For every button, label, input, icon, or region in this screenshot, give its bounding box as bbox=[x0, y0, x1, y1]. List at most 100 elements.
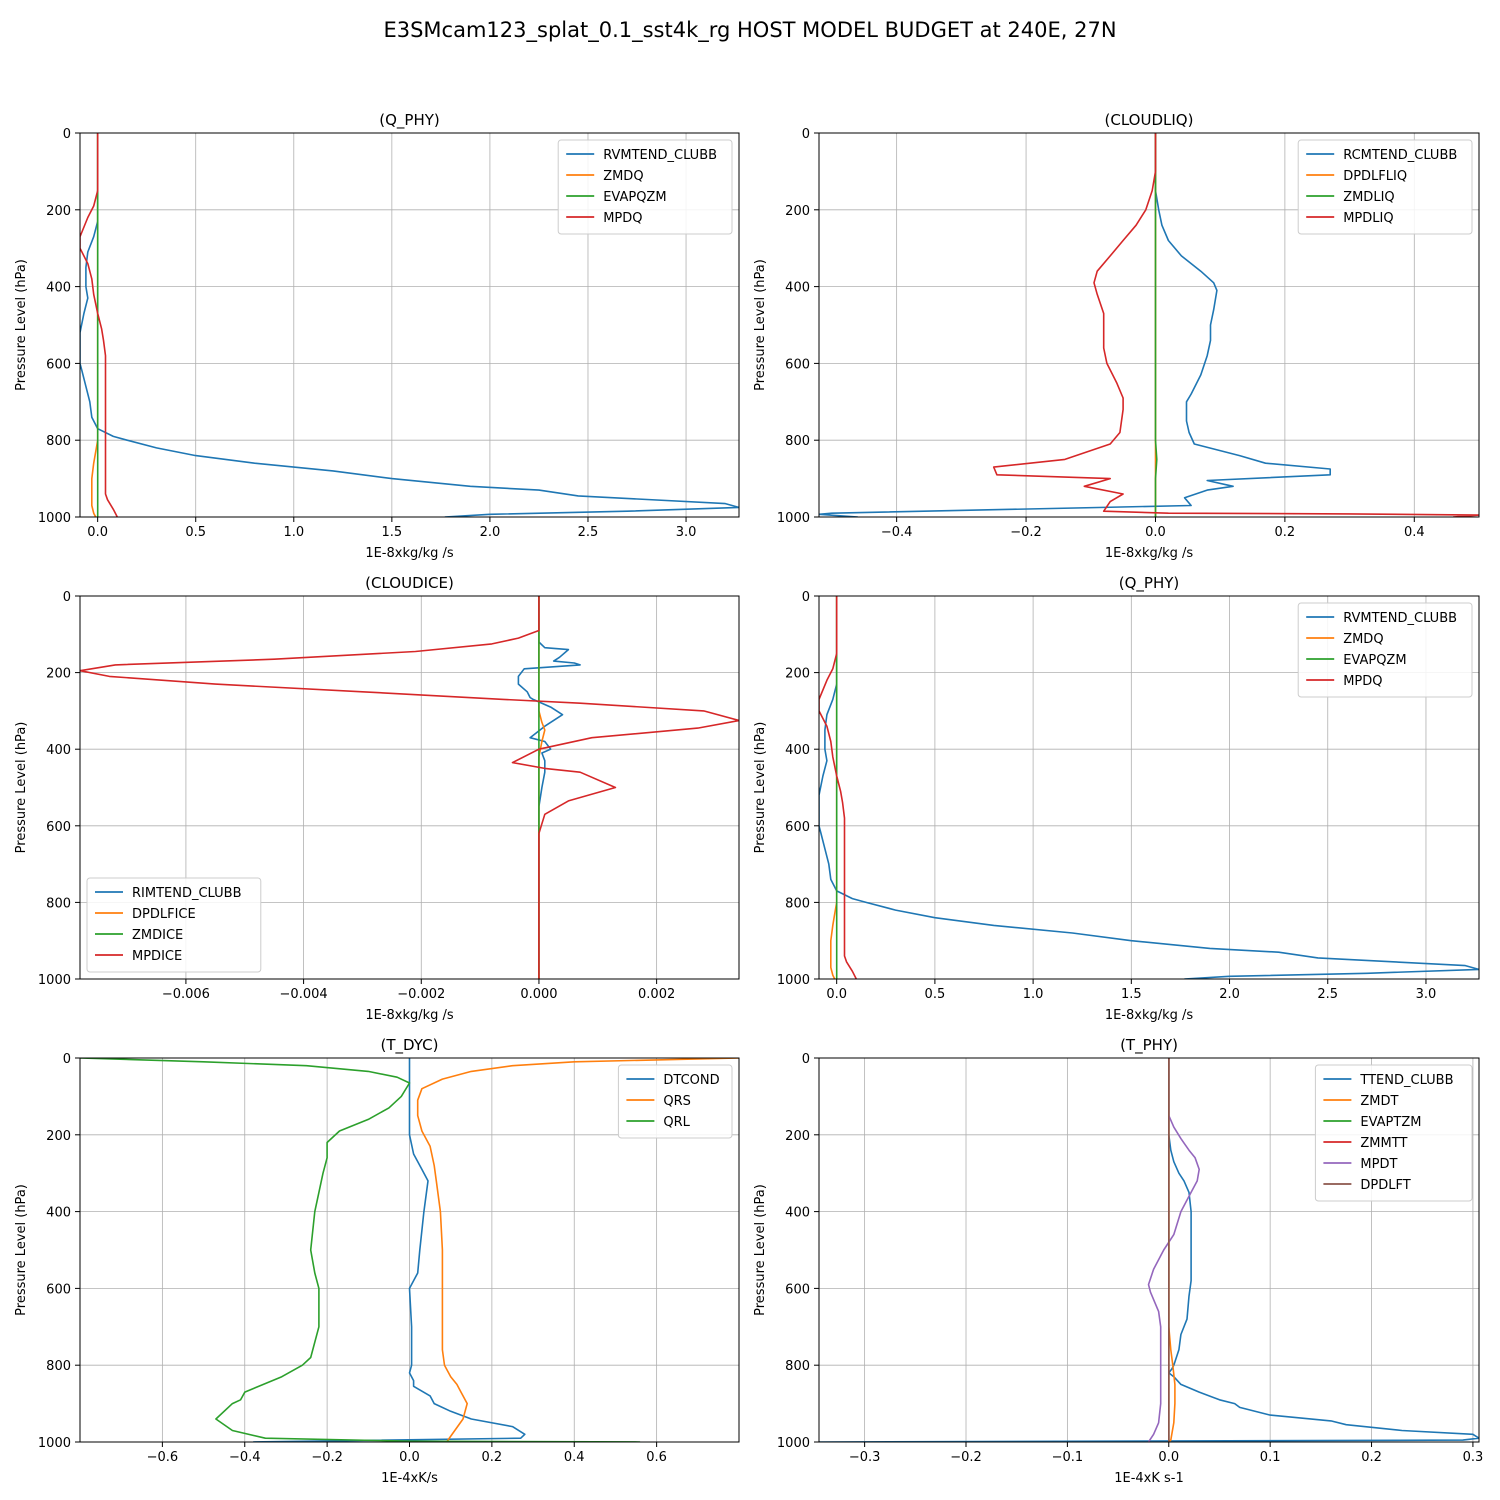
y-tick-label: 600 bbox=[785, 1282, 810, 1297]
series-line-rimtend-clubb bbox=[517, 596, 581, 979]
subplot-1: 0.0 0.5 1.0 1.5 2.0 2.5 3.0 0 200 400 600 800 1000 (Q… bbox=[14, 111, 740, 561]
x-axis-label: 1E-4xK/s bbox=[381, 1471, 438, 1486]
legend-label: DPDLFICE bbox=[132, 907, 196, 922]
y-tick-label: 1000 bbox=[777, 1436, 810, 1451]
series-line-mpdq bbox=[819, 596, 858, 979]
legend-box bbox=[557, 139, 733, 235]
y-tick-label: 1000 bbox=[38, 1436, 71, 1451]
y-tick-label: 800 bbox=[46, 896, 71, 911]
x-tick-label: 1.5 bbox=[382, 525, 403, 540]
x-axis-label: 1E-8xkg/kg /s bbox=[365, 1008, 454, 1023]
x-tick-label: 0.0 bbox=[1158, 1450, 1179, 1465]
legend-label: ZMMTT bbox=[1360, 1136, 1407, 1151]
y-tick-label: 200 bbox=[46, 204, 71, 219]
y-tick-label: 0 bbox=[802, 590, 810, 605]
legend-box bbox=[1297, 602, 1473, 698]
x-tick-label: 0.4 bbox=[1404, 525, 1425, 540]
y-axis-label: Pressure Level (hPa) bbox=[753, 1184, 768, 1316]
y-axis-label: Pressure Level (hPa) bbox=[14, 259, 29, 391]
y-tick-label: 200 bbox=[46, 667, 71, 682]
legend-label: ZMDLIQ bbox=[1343, 190, 1394, 205]
subplot-title: (T_PHY) bbox=[1120, 1036, 1178, 1055]
legend-label: RIMTEND_CLUBB bbox=[132, 886, 242, 901]
y-tick-label: 0 bbox=[63, 590, 71, 605]
series-lines bbox=[80, 596, 739, 979]
legend-label: MPDQ bbox=[1343, 674, 1382, 689]
y-axis-label: Pressure Level (hPa) bbox=[753, 722, 768, 854]
y-tick-label: 800 bbox=[46, 434, 71, 449]
legend-label: EVAPQZM bbox=[603, 190, 666, 205]
legend-label: ZMDT bbox=[1360, 1094, 1398, 1109]
x-tick-label: −0.004 bbox=[280, 987, 328, 1002]
y-tick-label: 0 bbox=[802, 127, 810, 142]
x-tick-label: −0.2 bbox=[950, 1450, 982, 1465]
y-tick-label: 1000 bbox=[38, 511, 71, 526]
axes-frame bbox=[818, 1057, 1480, 1443]
legend-label: ZMDICE bbox=[132, 928, 183, 943]
y-axis-label: Pressure Level (hPa) bbox=[14, 1184, 29, 1316]
y-tick-label: 600 bbox=[785, 820, 810, 835]
legend: RCMTEND_CLUBB DPDLFLIQ ZMDLIQ MPDLIQ bbox=[1297, 139, 1473, 235]
x-tick-label: 2.0 bbox=[480, 525, 501, 540]
x-tick-label: 0.0 bbox=[399, 1450, 420, 1465]
legend: TTEND_CLUBB ZMDT EVAPTZM ZMMTT MPDT DPDLFT bbox=[1314, 1064, 1473, 1202]
x-tick-label: 0.000 bbox=[520, 987, 557, 1002]
y-tick-label: 400 bbox=[46, 743, 71, 758]
y-tick-label: 0 bbox=[63, 127, 71, 142]
x-axis-label: 1E-8xkg/kg /s bbox=[1105, 1008, 1194, 1023]
subplot-title: (Q_PHY) bbox=[1119, 574, 1180, 593]
legend: DTCOND QRS QRL bbox=[617, 1064, 733, 1139]
y-tick-label: 0 bbox=[63, 1052, 71, 1067]
y-tick-label: 1000 bbox=[777, 973, 810, 988]
subplot-3: −0.006 −0.004 −0.002 0.000 0.002 0 200 400 600 80… bbox=[14, 574, 740, 1023]
x-tick-label: 0.0 bbox=[87, 525, 108, 540]
axes-frame bbox=[79, 132, 740, 518]
y-tick-label: 400 bbox=[785, 281, 810, 296]
y-tick-label: 400 bbox=[785, 743, 810, 758]
y-tick-label: 200 bbox=[785, 1129, 810, 1144]
x-tick-label: 0.0 bbox=[1145, 525, 1166, 540]
legend-box bbox=[1314, 1064, 1473, 1202]
y-tick-label: 400 bbox=[46, 1206, 71, 1221]
x-tick-label: −0.4 bbox=[881, 525, 913, 540]
axes-frame bbox=[818, 132, 1480, 518]
legend-label: MPDT bbox=[1360, 1157, 1397, 1172]
x-tick-label: 2.0 bbox=[1219, 987, 1240, 1002]
series-lines bbox=[819, 596, 1479, 979]
x-tick-label: 0.3 bbox=[1463, 1450, 1484, 1465]
y-tick-label: 200 bbox=[785, 204, 810, 219]
legend-box bbox=[1297, 139, 1473, 235]
subplot-title: (Q_PHY) bbox=[379, 111, 440, 130]
series-line-mpdliq bbox=[992, 133, 1479, 517]
legend-label: DPDLFLIQ bbox=[1343, 169, 1407, 184]
legend-label: MPDICE bbox=[132, 949, 182, 964]
subplot-4: 0.0 0.5 1.0 1.5 2.0 2.5 3.0 0 200 400 600 800 1000 (Q… bbox=[753, 574, 1480, 1023]
y-tick-label: 600 bbox=[46, 820, 71, 835]
series-lines bbox=[80, 133, 739, 517]
subplot-title: (CLOUDLIQ) bbox=[1105, 111, 1194, 129]
series-line-mpdq bbox=[80, 133, 119, 517]
x-tick-label: 2.5 bbox=[578, 525, 599, 540]
legend-box bbox=[86, 877, 262, 973]
x-tick-label: 0.5 bbox=[185, 525, 206, 540]
y-tick-label: 1000 bbox=[38, 973, 71, 988]
x-axis-label: 1E-4xK s-1 bbox=[1114, 1471, 1184, 1486]
subplot-grid: 0.0 0.5 1.0 1.5 2.0 2.5 3.0 0 200 400 600 800 1000 (Q… bbox=[14, 111, 1483, 1486]
x-tick-label: 0.2 bbox=[482, 1450, 503, 1465]
y-tick-label: 600 bbox=[46, 357, 71, 372]
legend-label: EVAPQZM bbox=[1343, 653, 1406, 668]
series-line-mpdt bbox=[1147, 1058, 1200, 1442]
y-tick-label: 200 bbox=[46, 1129, 71, 1144]
x-tick-label: −0.006 bbox=[162, 987, 210, 1002]
subplot-title: (CLOUDICE) bbox=[365, 574, 454, 592]
y-tick-label: 400 bbox=[785, 1206, 810, 1221]
x-tick-label: 3.0 bbox=[676, 525, 697, 540]
subplot-5: −0.6 −0.4 −0.2 0.0 0.2 0.4 0.6 0 200 400 600 800 100… bbox=[14, 1036, 740, 1486]
x-tick-label: −0.2 bbox=[1010, 525, 1042, 540]
x-tick-label: 0.4 bbox=[564, 1450, 585, 1465]
series-line-rvmtend-clubb bbox=[80, 133, 739, 517]
x-tick-label: 1.0 bbox=[283, 525, 304, 540]
series-line-zmdliq bbox=[1154, 133, 1158, 517]
series-lines bbox=[80, 1058, 739, 1442]
legend-label: DTCOND bbox=[663, 1073, 719, 1088]
